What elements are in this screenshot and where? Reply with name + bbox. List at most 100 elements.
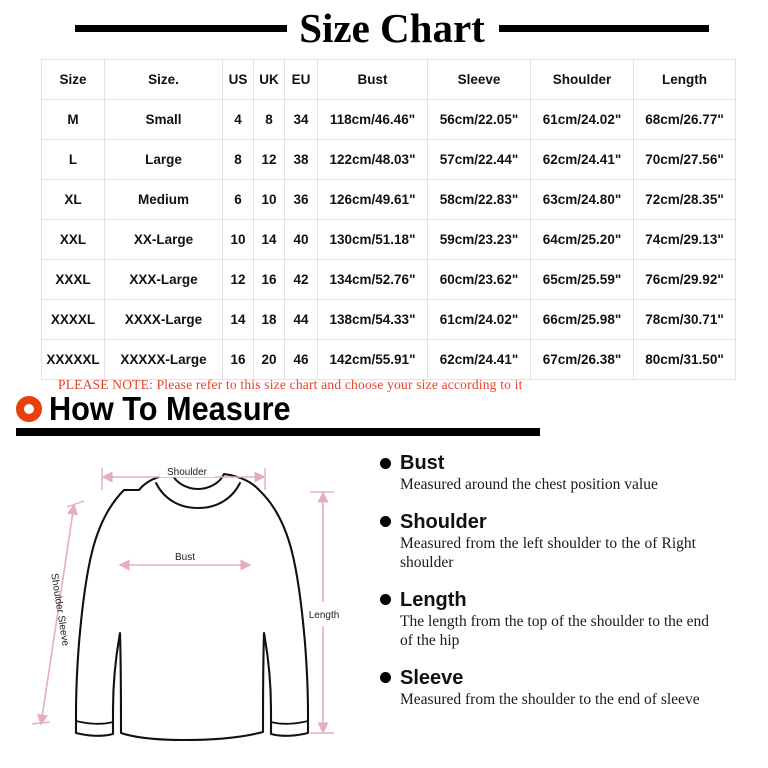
table-row: M Small 4 8 34 118cm/46.46" 56cm/22.05" … [41,99,736,140]
cell-uk: 8 [253,99,285,140]
cell-shoulder: 67cm/26.38" [530,339,634,380]
cell-sleeve: 56cm/22.05" [427,99,531,140]
please-note-text: PLEASE NOTE: Please refer to this size c… [58,377,523,392]
cell-uk: 20 [253,339,285,380]
measure-description: Measured from the shoulder to the end of… [400,690,700,708]
cell-size: L [41,139,105,180]
cell-bust: 118cm/46.46" [317,99,428,140]
column-header-shoulder: Shoulder [530,59,634,100]
cell-length: 68cm/26.77" [633,99,736,140]
measure-item-bust: Bust Measured around the chest position … [380,452,752,495]
table-row: XXXXXL XXXXX-Large 16 20 46 142cm/55.91"… [41,339,736,380]
measure-label: Sleeve [400,666,464,689]
cell-bust: 130cm/51.18" [317,219,428,260]
column-header-sleeve: Sleeve [427,59,531,100]
cell-eu: 38 [284,139,318,180]
cell-us: 8 [222,139,254,180]
bullet-dot-icon [380,516,391,528]
garment-measurement-diagram: Shoulder Bust Length Shoulder Sleeve [24,450,370,755]
cell-sleeve: 58cm/22.83" [427,179,531,220]
cell-length: 80cm/31.50" [633,339,736,380]
cell-sleeve: 62cm/24.41" [427,339,531,380]
page-title: Size Chart [299,4,485,51]
table-row: XXXL XXX-Large 12 16 42 134cm/52.76" 60c… [41,259,736,300]
measure-item-shoulder: Shoulder Measured from the left shoulder… [380,511,752,573]
cell-size2: XXXXX-Large [104,339,223,380]
cell-shoulder: 65cm/25.59" [530,259,634,300]
cell-length: 74cm/29.13" [633,219,736,260]
shoulder-measure-arrow: Shoulder [101,465,266,490]
cell-eu: 36 [284,179,318,220]
cell-eu: 34 [284,99,318,140]
how-to-measure-header: How To Measure [16,392,309,425]
cell-sleeve: 60cm/23.62" [427,259,531,300]
cell-shoulder: 61cm/24.02" [530,99,634,140]
cell-us: 14 [222,299,254,340]
bullet-dot-icon [380,672,391,684]
column-header-bust: Bust [317,59,428,100]
column-header-size: Size [41,59,105,100]
measure-description: Measured from the left shoulder to the o… [400,534,696,572]
page-title-row: Size Chart [0,0,768,56]
title-rule-left [75,24,288,32]
column-header-us: US [222,59,254,100]
measure-label: Length [400,588,467,611]
cell-length: 70cm/27.56" [633,139,736,180]
table-row: XL Medium 6 10 36 126cm/49.61" 58cm/22.8… [41,179,736,220]
cell-size: M [41,99,105,140]
cell-shoulder: 64cm/25.20" [530,219,634,260]
cell-size2: Large [104,139,223,180]
measure-item-sleeve: Sleeve Measured from the shoulder to the… [380,667,752,710]
cell-size2: XXXX-Large [104,299,223,340]
cell-eu: 46 [284,339,318,380]
table-row: XXXXL XXXX-Large 14 18 44 138cm/54.33" 6… [41,299,736,340]
cell-sleeve: 59cm/23.23" [427,219,531,260]
cell-size: XXXL [41,259,105,300]
measure-item-length: Length The length from the top of the sh… [380,589,752,651]
column-header-uk: UK [253,59,285,100]
table-row: L Large 8 12 38 122cm/48.03" 57cm/22.44"… [41,139,736,180]
cell-us: 6 [222,179,254,220]
cell-shoulder: 66cm/25.98" [530,299,634,340]
cell-size2: XXX-Large [104,259,223,300]
length-label: Length [309,610,340,621]
cell-size: XL [41,179,105,220]
cell-bust: 142cm/55.91" [317,339,428,380]
title-rule-right [498,24,709,32]
cell-bust: 138cm/54.33" [317,299,428,340]
cell-uk: 18 [253,299,285,340]
column-header-size2: Size. [104,59,223,100]
bust-label: Bust [175,552,195,563]
column-header-length: Length [633,59,736,100]
cell-bust: 122cm/48.03" [317,139,428,180]
cell-length: 72cm/28.35" [633,179,736,220]
shoulder-label: Shoulder [167,467,208,478]
how-to-measure-underline [16,428,540,436]
cell-size: XXL [41,219,105,260]
cell-us: 4 [222,99,254,140]
cell-shoulder: 62cm/24.41" [530,139,634,180]
cell-bust: 126cm/49.61" [317,179,428,220]
measurement-instructions-list: Bust Measured around the chest position … [380,452,752,725]
cell-eu: 44 [284,299,318,340]
cell-size: XXXXL [41,299,105,340]
measure-label: Shoulder [400,510,487,533]
measure-description: Measured around the chest position value [400,476,658,493]
length-measure-arrow: Length [309,491,340,734]
sweatshirt-outline [74,472,310,742]
cell-uk: 16 [253,259,285,300]
cell-uk: 12 [253,139,285,180]
measure-item-header: Shoulder [380,511,752,533]
cell-bust: 134cm/52.76" [317,259,428,300]
measure-label: Bust [400,452,445,474]
table-header-row: Size Size. US UK EU Bust Sleeve Shoulder… [41,59,736,100]
ring-bullet-icon [16,395,42,422]
measure-item-header: Length [380,589,752,611]
cell-uk: 10 [253,179,285,220]
cell-shoulder: 63cm/24.80" [530,179,634,220]
cell-length: 76cm/29.92" [633,259,736,300]
table-row: XXL XX-Large 10 14 40 130cm/51.18" 59cm/… [41,219,736,260]
measure-item-header: Sleeve [380,667,752,689]
how-to-measure-heading: How To Measure [49,390,291,427]
cell-size2: XX-Large [104,219,223,260]
